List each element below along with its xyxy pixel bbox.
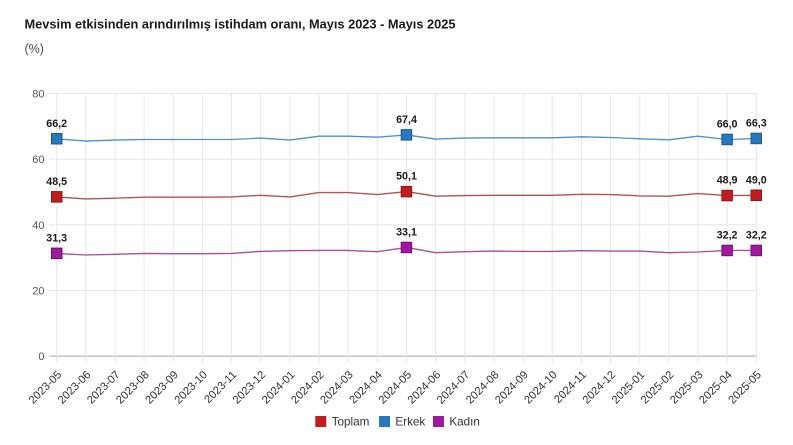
svg-text:0: 0 (38, 351, 44, 363)
svg-text:20: 20 (32, 286, 44, 298)
svg-text:49,0: 49,0 (746, 174, 767, 186)
svg-text:48,9: 48,9 (717, 175, 738, 187)
svg-text:32,2: 32,2 (717, 229, 738, 241)
svg-text:31,3: 31,3 (46, 232, 67, 244)
svg-text:40: 40 (32, 220, 44, 232)
svg-text:Kadın: Kadın (449, 415, 480, 428)
svg-text:48,5: 48,5 (46, 176, 67, 188)
svg-text:33,1: 33,1 (396, 226, 417, 238)
svg-text:80: 80 (32, 89, 44, 101)
svg-text:Toplam: Toplam (332, 415, 370, 428)
svg-text:32,2: 32,2 (746, 229, 767, 241)
svg-text:Mevsim etkisinden arındırılmış: Mevsim etkisinden arındırılmış istihdam … (25, 17, 456, 32)
svg-text:66,0: 66,0 (717, 119, 738, 131)
svg-text:66,3: 66,3 (746, 118, 767, 130)
svg-text:60: 60 (32, 154, 44, 166)
svg-text:66,2: 66,2 (46, 118, 67, 130)
svg-text:Erkek: Erkek (395, 415, 425, 428)
svg-text:67,4: 67,4 (396, 114, 417, 126)
svg-text:50,1: 50,1 (396, 171, 417, 183)
svg-text:(%): (%) (25, 42, 44, 56)
